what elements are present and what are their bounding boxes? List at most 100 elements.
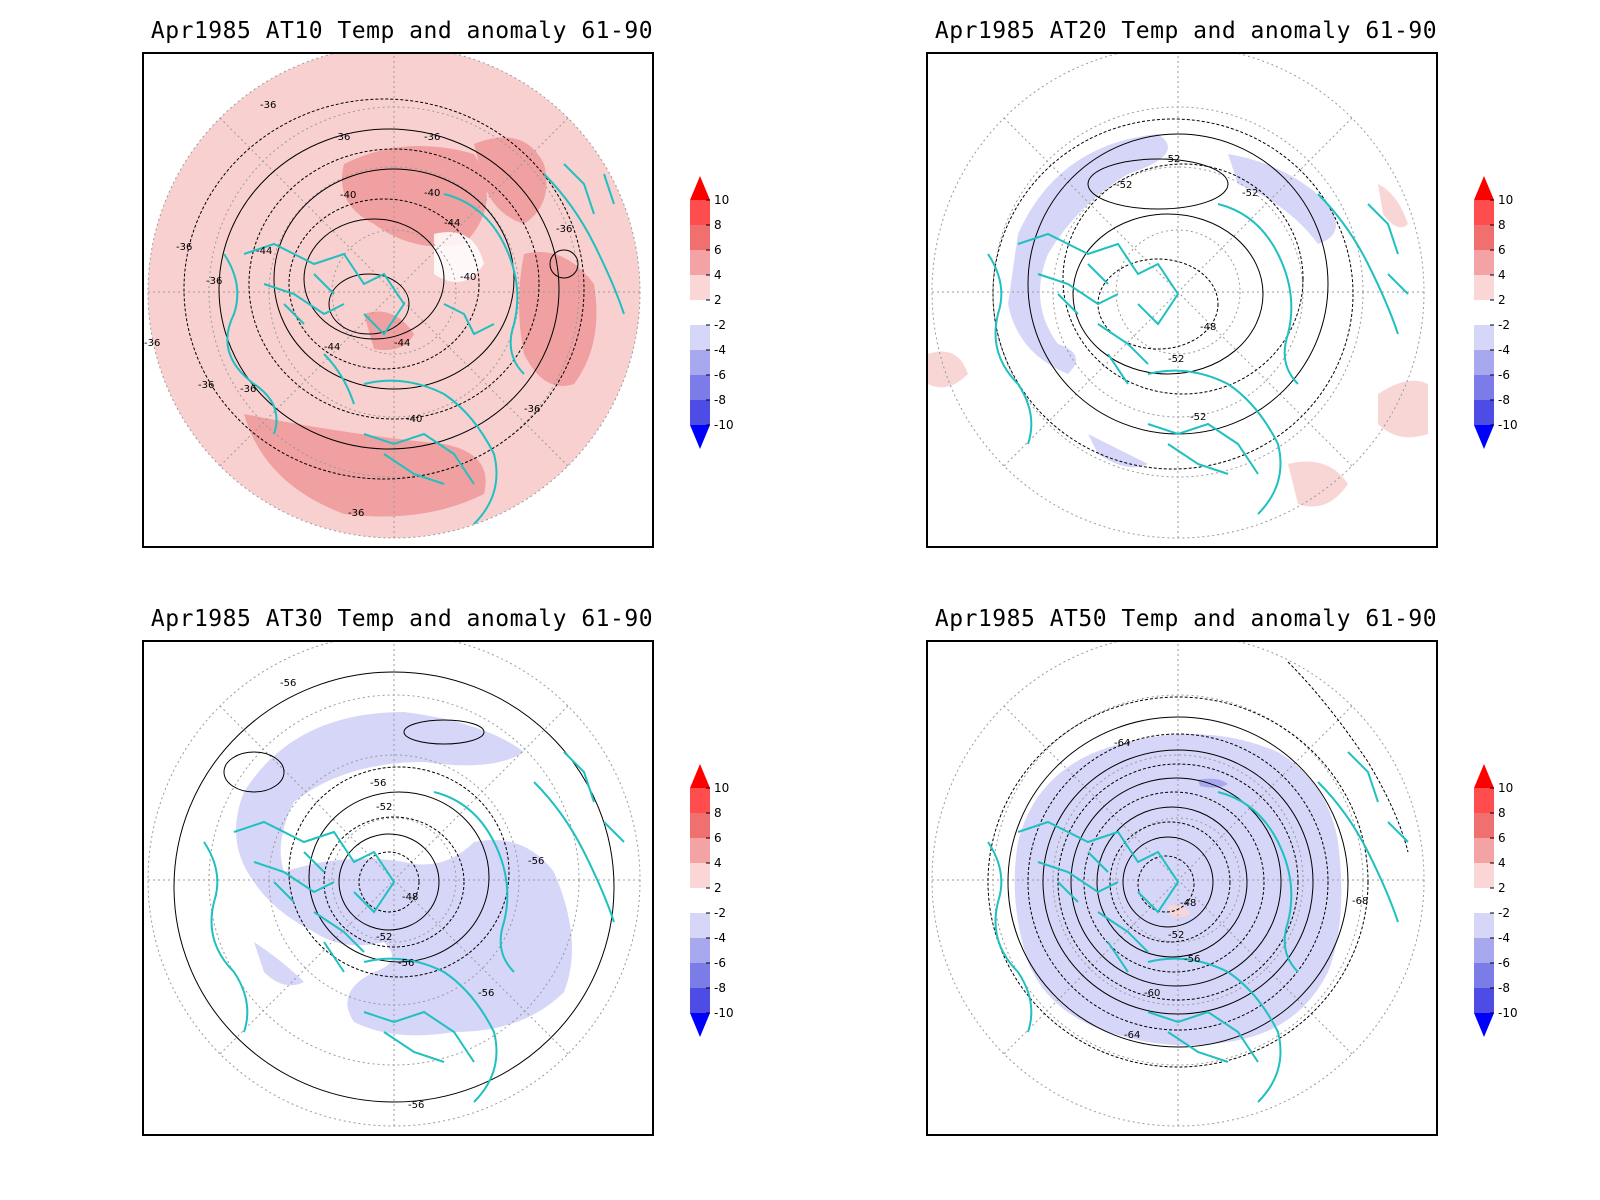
colorbar-graphic [1474, 764, 1494, 1037]
colorbar-label: 10 [714, 781, 730, 795]
contour-label: -36 [334, 132, 350, 143]
anomaly-fill-neg [236, 712, 572, 1036]
contours [173, 671, 615, 1103]
contour-label: -44 [444, 218, 460, 229]
contour-label: -36 [348, 508, 364, 519]
colorbar-label: -4 [714, 931, 726, 945]
contour-label: -36 [198, 380, 214, 391]
colorbar-segment [690, 938, 710, 963]
graticule [147, 642, 641, 1127]
anomaly-fill-neg [254, 942, 304, 986]
contour-label: -52 [1168, 354, 1184, 365]
anomaly-fill-neg [1228, 154, 1336, 244]
colorbar-label: -4 [1498, 931, 1510, 945]
colorbar-label: 10 [1498, 193, 1514, 207]
colorbar-label: 4 [714, 856, 722, 870]
colorbar-segment [690, 400, 710, 425]
graticule [147, 54, 641, 539]
coastlines [223, 163, 625, 525]
contour-label: -56 [408, 1100, 424, 1111]
colorbar-label: -8 [1498, 393, 1510, 407]
anomaly-fill-pos [928, 351, 968, 388]
colorbar-segment [1474, 275, 1494, 300]
colorbar-min-arrow [1474, 425, 1494, 449]
contour-label: -52 [376, 932, 392, 943]
colorbar-label: 6 [1498, 831, 1506, 845]
anomaly-fill-neg [504, 910, 554, 946]
contour-label: -36 [424, 132, 440, 143]
colorbar-segment [1474, 813, 1494, 838]
contour-labels: -52 -52 -52 -48 -52 -52 [1116, 154, 1258, 423]
colorbar: 10 8 6 4 2 -2 -4 -6 -8 -10 [1474, 176, 1534, 456]
contour-label: -64 [1124, 1030, 1140, 1041]
colorbar-graphic [690, 764, 710, 1037]
anomaly-fill-strong [244, 414, 486, 517]
panel-at30: Apr1985 AT30 Temp and anomaly 61-90 [142, 588, 782, 1148]
colorbar-label: -2 [1498, 318, 1510, 332]
contour-label: -56 [478, 988, 494, 999]
colorbar-segment [1474, 325, 1494, 350]
colorbar-label: 8 [714, 806, 722, 820]
colorbar: 10 8 6 4 2 -2 -4 -6 -8 -10 [690, 764, 750, 1044]
colorbar-label: -10 [1498, 1006, 1518, 1020]
anomaly-fill-pos [1378, 380, 1428, 438]
colorbar-label: 10 [1498, 781, 1514, 795]
colorbar-segment [1474, 988, 1494, 1013]
contour-label: -48 [1200, 322, 1216, 333]
anomaly-fill-pos [1168, 905, 1190, 917]
colorbar-label: 10 [714, 193, 730, 207]
contour-label: -68 [1352, 896, 1368, 907]
polar-map: -56 -56 -52 -56 -48 -52 -56 -56 -56 [147, 642, 641, 1127]
colorbar-label: 2 [1498, 881, 1506, 895]
anomaly-fill-strong [474, 137, 547, 224]
panel-title: Apr1985 AT10 Temp and anomaly 61-90 [150, 18, 654, 44]
contour-label: -48 [1180, 898, 1196, 909]
colorbar-label: -8 [1498, 981, 1510, 995]
colorbar-segment [1474, 863, 1494, 888]
colorbar-segment [690, 200, 710, 225]
colorbar-segment [690, 838, 710, 863]
graticule [931, 642, 1425, 1127]
contour-label: -56 [398, 958, 414, 969]
contours [987, 661, 1409, 1068]
colorbar-graphic [690, 176, 710, 449]
colorbar-label: 4 [1498, 268, 1506, 282]
contour-label: -40 [406, 414, 422, 425]
contour-label: -52 [1190, 412, 1206, 423]
panel-title: Apr1985 AT20 Temp and anomaly 61-90 [934, 18, 1438, 44]
colorbar-segment [690, 788, 710, 813]
colorbar-segment [690, 325, 710, 350]
colorbar-segment [1474, 225, 1494, 250]
colorbar-segment [690, 813, 710, 838]
colorbar-segment [1474, 200, 1494, 225]
contour-label: -44 [394, 338, 410, 349]
colorbar-segment [1474, 888, 1494, 913]
contour-label: -36 [144, 338, 160, 349]
contour-label: -56 [280, 678, 296, 689]
colorbar-label: 6 [714, 831, 722, 845]
colorbar-segment [1474, 375, 1494, 400]
graticule [931, 54, 1425, 539]
colorbar-max-arrow [1474, 176, 1494, 200]
coastlines [987, 193, 1409, 515]
contour-label: -36 [240, 384, 256, 395]
anomaly-fill-strong [519, 252, 597, 386]
contour-label: -48 [402, 892, 418, 903]
colorbar: 10 8 6 4 2 -2 -4 -6 -8 -10 [1474, 764, 1534, 1044]
contour-label: -36 [206, 276, 222, 287]
anomaly-fill-neg-strong [1198, 778, 1228, 788]
colorbar-segment [690, 988, 710, 1013]
colorbar-min-arrow [690, 425, 710, 449]
panel-title: Apr1985 AT30 Temp and anomaly 61-90 [150, 606, 654, 632]
colorbar-label: -4 [714, 343, 726, 357]
colorbar-label: -6 [1498, 368, 1510, 382]
colorbar-label: 8 [1498, 218, 1506, 232]
colorbar-max-arrow [690, 764, 710, 788]
panel-at50: Apr1985 AT50 Temp and anomaly 61-90 [926, 588, 1566, 1148]
contour-label: -36 [176, 242, 192, 253]
colorbar-segment [1474, 350, 1494, 375]
contour-label: -40 [460, 272, 476, 283]
contour-label: -36 [556, 224, 572, 235]
contour-label: -40 [424, 188, 440, 199]
polar-map: -36 -36 -36 -36 -36 -36 -36 -36 -36 -36 … [144, 54, 641, 539]
